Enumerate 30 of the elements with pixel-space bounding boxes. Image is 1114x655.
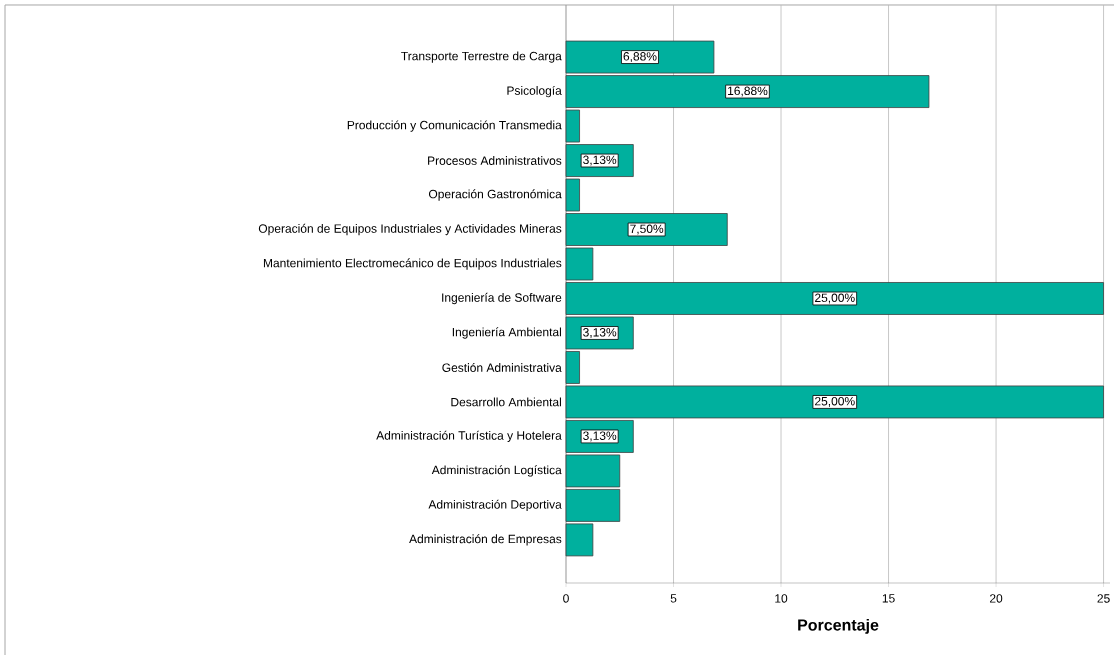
x-tick-label: 10 bbox=[775, 594, 788, 603]
y-tick-label: Mantenimiento Electromecánico de Equipos Industriales bbox=[263, 258, 562, 270]
y-tick-label: Gestión Administrativa bbox=[442, 362, 562, 372]
data-label: 3,13% bbox=[583, 431, 617, 442]
x-axis-title: Porcentaje bbox=[798, 618, 879, 634]
y-tick-label: Producción y Comunicación Transmedia bbox=[347, 120, 562, 132]
y-tick-label: Administración Turística y Hotelera bbox=[376, 430, 562, 443]
y-tick-label: Operación de Equipos Industriales y Actividades Mineras bbox=[258, 223, 562, 236]
y-tick-label: Administración Deportiva bbox=[428, 499, 562, 512]
data-label: 25,00% bbox=[815, 396, 855, 407]
y-tick-label: Ingeniería de Software bbox=[442, 292, 562, 305]
data-label: 3,13% bbox=[583, 328, 617, 338]
y-tick-label: Transporte Terrestre de Carga bbox=[401, 51, 562, 63]
y-tick-label: Administración Logística bbox=[431, 465, 562, 477]
x-tick-label: 15 bbox=[882, 594, 895, 603]
data-label: 6,88% bbox=[623, 52, 657, 63]
x-tick-label: 5 bbox=[670, 594, 677, 603]
data-label: 7,50% bbox=[630, 224, 664, 235]
y-tick-label: Psicología bbox=[507, 85, 562, 98]
x-tick-label: 0 bbox=[563, 594, 569, 603]
y-tick-label: Desarrollo Ambiental bbox=[451, 397, 561, 407]
data-label: 25,00% bbox=[815, 293, 855, 304]
y-tick-label: Ingeniería Ambiental bbox=[452, 327, 561, 339]
data-label: 3,13% bbox=[583, 155, 617, 166]
y-tick-label: Administración de Empresas bbox=[409, 534, 562, 546]
data-label: 16,88% bbox=[728, 86, 768, 97]
y-tick-label: Procesos Administrativos bbox=[428, 156, 562, 165]
y-tick-label: Operación Gastronómica bbox=[428, 189, 562, 201]
x-tick-label: 20 bbox=[989, 594, 1003, 603]
x-tick-label: 25 bbox=[1097, 594, 1110, 603]
